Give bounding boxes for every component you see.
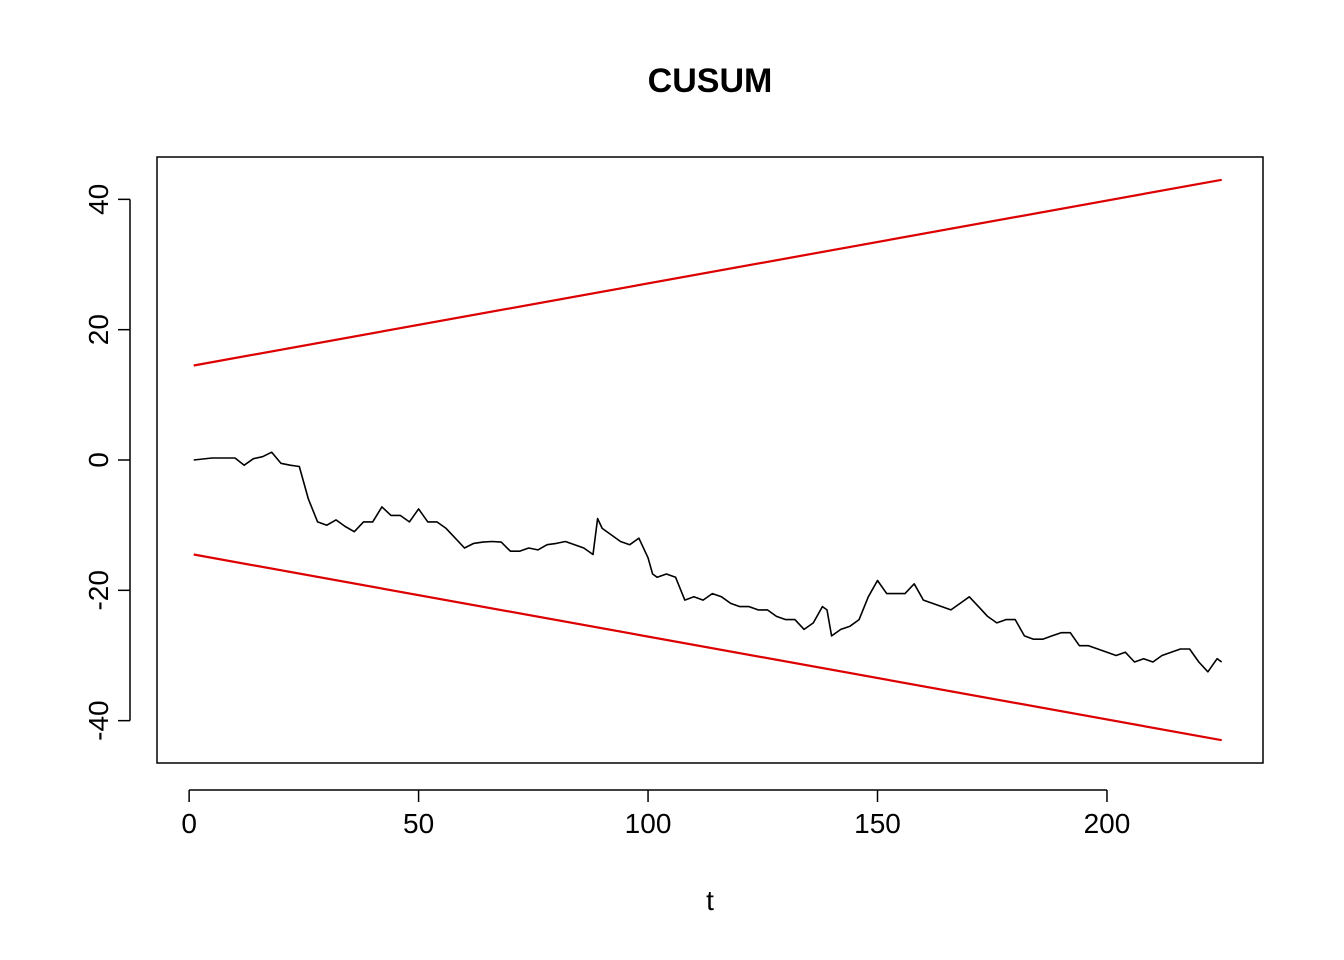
x-tick-label: 150 bbox=[854, 808, 901, 839]
x-axis: 0 50 100 150 200 bbox=[181, 789, 1131, 839]
x-tick-label: 100 bbox=[625, 808, 672, 839]
y-axis: -40 -20 0 20 40 bbox=[83, 184, 131, 741]
y-tick-label: 40 bbox=[83, 184, 114, 215]
x-tick-label: 0 bbox=[181, 808, 197, 839]
x-axis-label: t bbox=[706, 885, 714, 916]
y-tick-label: 20 bbox=[83, 314, 114, 345]
x-tick-label: 50 bbox=[403, 808, 434, 839]
x-tick-label: 200 bbox=[1084, 808, 1131, 839]
series-line-2 bbox=[193, 553, 1222, 742]
chart-title: CUSUM bbox=[648, 62, 773, 100]
plot-frame bbox=[156, 156, 1264, 764]
series-line-1 bbox=[193, 178, 1222, 367]
y-tick-label: -40 bbox=[83, 700, 114, 740]
y-tick-label: -20 bbox=[83, 570, 114, 610]
series-layer bbox=[193, 178, 1223, 742]
series-line-0 bbox=[193, 451, 1223, 673]
y-tick-label: 0 bbox=[83, 452, 114, 468]
